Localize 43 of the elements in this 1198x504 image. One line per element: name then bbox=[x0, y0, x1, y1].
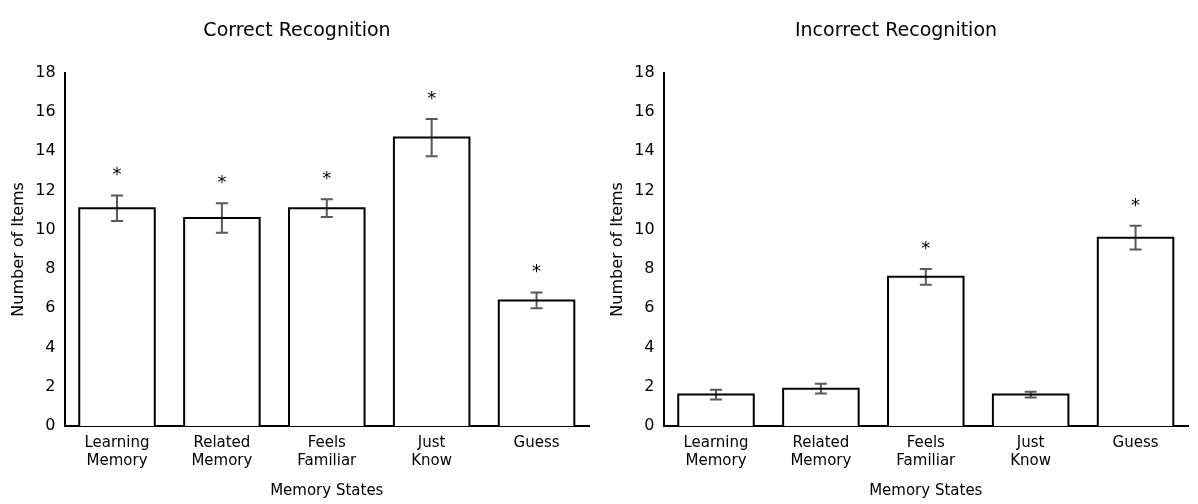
annotation: * bbox=[322, 167, 332, 189]
y-tick-label: 12 bbox=[634, 179, 655, 199]
y-tick-label: 4 bbox=[644, 336, 655, 356]
x-tick-label: Feels Familiar bbox=[896, 432, 957, 469]
y-tick-label: 16 bbox=[35, 101, 56, 121]
y-tick-label: 16 bbox=[634, 101, 655, 121]
y-tick-label: 2 bbox=[644, 375, 655, 395]
y-tick-label: 14 bbox=[634, 140, 655, 160]
x-tick-label: Learning Memory bbox=[683, 432, 749, 469]
annotation: * bbox=[532, 260, 542, 282]
x-axis-title: Memory States bbox=[270, 480, 384, 499]
y-tick-label: 12 bbox=[35, 179, 56, 199]
y-tick-label: 2 bbox=[45, 375, 56, 395]
x-tick-label: Guess bbox=[1112, 432, 1159, 451]
y-axis-title: Number of Items bbox=[7, 182, 27, 317]
y-tick-label: 10 bbox=[634, 218, 655, 238]
annotation: * bbox=[427, 86, 437, 108]
chart-title: Incorrect Recognition bbox=[794, 18, 998, 41]
y-tick-label: 6 bbox=[644, 297, 655, 317]
y-tick-label: 10 bbox=[35, 218, 56, 238]
x-tick-label: Related Memory bbox=[191, 432, 253, 469]
x-tick-label: Just Know bbox=[1010, 432, 1052, 469]
annotation: * bbox=[217, 170, 227, 192]
x-tick-label: Learning Memory bbox=[84, 432, 150, 469]
y-tick-label: 8 bbox=[644, 258, 655, 278]
y-tick-label: 18 bbox=[35, 61, 56, 81]
y-tick-label: 6 bbox=[45, 297, 56, 317]
x-tick-label: Guess bbox=[513, 432, 560, 451]
x-tick-label: Feels Familiar bbox=[297, 432, 358, 469]
chart-title: Correct Recognition bbox=[203, 18, 391, 41]
x-axis-title: Memory States bbox=[869, 480, 983, 499]
annotation: * bbox=[1131, 193, 1141, 215]
y-tick-label: 14 bbox=[35, 140, 56, 160]
y-tick-label: 18 bbox=[634, 61, 655, 81]
annotation: * bbox=[112, 163, 122, 185]
y-tick-label: 4 bbox=[45, 336, 56, 356]
y-axis-title: Number of Items bbox=[606, 182, 626, 317]
annotation: * bbox=[921, 236, 931, 258]
x-tick-label: Related Memory bbox=[790, 432, 852, 469]
x-tick-label: Just Know bbox=[411, 432, 453, 469]
y-tick-label: 0 bbox=[45, 415, 56, 435]
y-tick-label: 8 bbox=[45, 258, 56, 278]
y-tick-label: 0 bbox=[644, 415, 655, 435]
